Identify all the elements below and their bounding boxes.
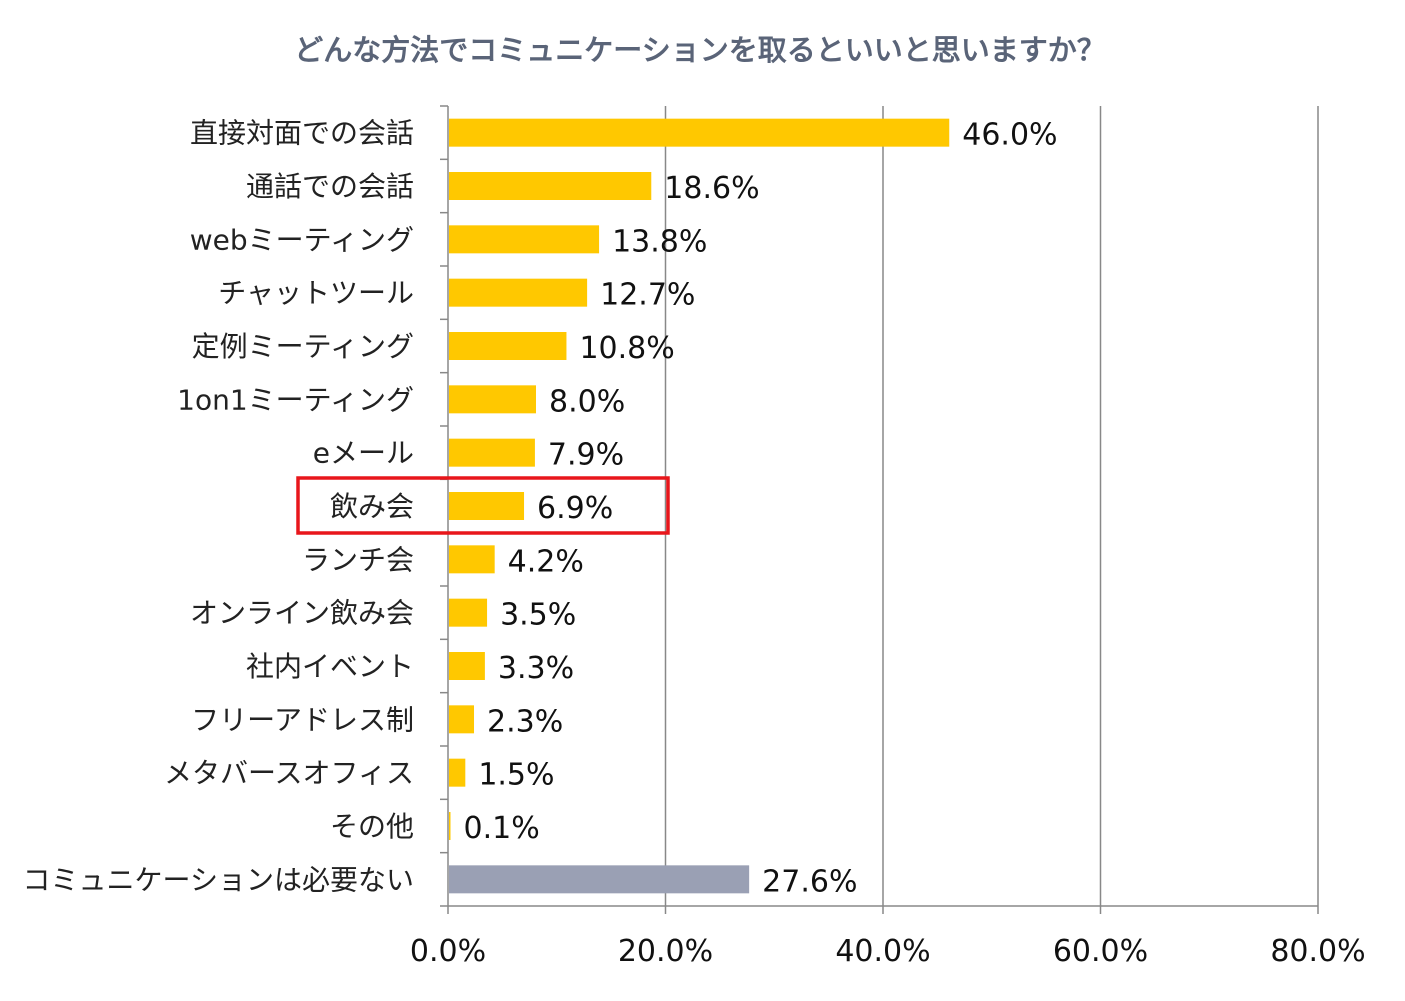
value-label: 46.0% — [962, 118, 1057, 153]
bar — [449, 705, 475, 734]
bar — [449, 865, 750, 894]
bar — [449, 492, 525, 520]
category-label: その他 — [330, 810, 414, 843]
value-label: 3.5% — [500, 598, 576, 633]
bar — [449, 225, 600, 254]
value-label: 18.6% — [664, 171, 759, 206]
bar — [449, 278, 588, 307]
bar — [449, 758, 466, 787]
bar — [449, 118, 950, 147]
x-tick-label: 80.0% — [1270, 934, 1365, 969]
value-label: 3.3% — [498, 651, 574, 686]
category-label: 1on1ミーティング — [177, 383, 414, 416]
x-tick-label: 0.0% — [410, 934, 486, 969]
bar — [449, 172, 652, 200]
value-label: 4.2% — [508, 544, 584, 579]
bar — [449, 598, 488, 627]
category-label: メタバースオフィス — [164, 757, 414, 790]
value-label: 2.3% — [487, 704, 563, 739]
value-label: 27.6% — [762, 864, 857, 899]
bar — [449, 438, 535, 467]
value-label: 7.9% — [548, 438, 624, 473]
category-label: webミーティング — [190, 223, 414, 256]
bar — [449, 385, 536, 414]
bars — [449, 118, 950, 894]
category-label: フリーアドレス制 — [191, 703, 414, 736]
category-label: コミュニケーションは必要ない — [23, 863, 414, 896]
value-label: 10.8% — [579, 331, 674, 366]
category-label: 定例ミーティング — [192, 330, 414, 363]
x-tick-labels: 0.0% 20.0% 40.0% 60.0% 80.0% — [410, 934, 1366, 969]
value-label: 8.0% — [549, 384, 625, 419]
category-label: ランチ会 — [302, 543, 414, 576]
x-tick-label: 60.0% — [1053, 934, 1148, 969]
category-label: 直接対面での会話 — [190, 117, 414, 150]
x-tick-label: 40.0% — [835, 934, 930, 969]
category-label: オンライン飲み会 — [190, 597, 414, 630]
bar — [449, 332, 567, 360]
axes — [440, 105, 1319, 914]
highlight-box — [296, 476, 670, 535]
value-label: 0.1% — [464, 811, 540, 846]
value-labels: 46.0% 18.6% 13.8% 12.7% 10.8% 8.0% 7.9% 6.9% 4.2… — [464, 118, 1058, 900]
category-label: 通話での会話 — [246, 170, 414, 203]
value-label: 6.9% — [537, 491, 613, 526]
category-label: チャットツール — [218, 277, 414, 310]
value-label: 1.5% — [478, 758, 554, 793]
chart-title: どんな方法でコミュニケーションを取るといいと思いますか？ — [294, 33, 1105, 67]
bar — [449, 812, 451, 840]
category-label: eメール — [313, 437, 414, 470]
bar — [449, 652, 485, 680]
bar — [449, 545, 495, 574]
value-label: 13.8% — [612, 224, 707, 259]
highlight-layer — [296, 476, 670, 535]
category-label: 飲み会 — [330, 490, 414, 523]
x-tick-label: 20.0% — [618, 934, 713, 969]
gridlines — [664, 106, 1319, 906]
value-label: 12.7% — [600, 278, 695, 313]
category-label: 社内イベント — [246, 650, 414, 683]
